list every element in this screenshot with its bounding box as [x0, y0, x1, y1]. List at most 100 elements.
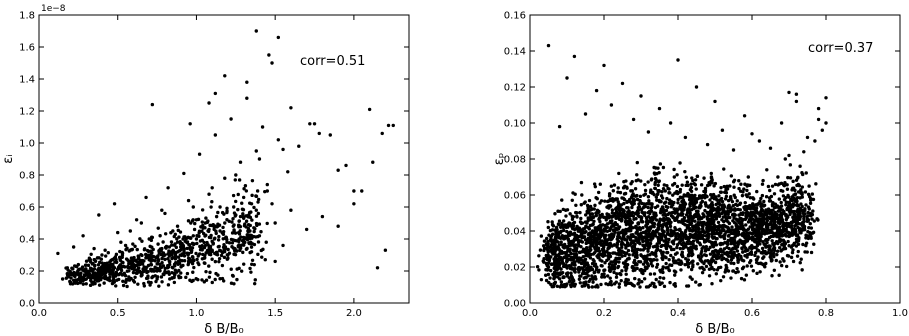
scatter-point [810, 231, 815, 235]
scatter-point [592, 239, 596, 244]
scatter-point [645, 261, 650, 266]
scatter-point [718, 225, 722, 229]
scatter-point [786, 254, 791, 258]
scatter-point [635, 173, 639, 177]
scatter-point [657, 106, 662, 111]
scatter-point [686, 265, 691, 269]
scatter-point [713, 240, 718, 244]
scatter-point [684, 213, 689, 217]
scatter-point [556, 275, 560, 279]
scatter-point [685, 240, 689, 244]
scatter-point [621, 196, 626, 200]
x-tick-label: 1.5 [267, 308, 283, 319]
scatter-point [125, 284, 129, 289]
scatter-point [672, 269, 677, 273]
scatter-point [639, 215, 644, 220]
scatter-point [557, 124, 562, 129]
scatter-point [688, 228, 692, 233]
scatter-point [239, 269, 244, 273]
scatter-point [247, 210, 252, 215]
scatter-point [747, 205, 752, 210]
scatter-point [642, 193, 646, 197]
scatter-point [206, 229, 210, 233]
scatter-point [229, 267, 233, 271]
scatter-point [144, 252, 148, 257]
scatter-point [807, 194, 812, 199]
scatter-point [596, 190, 601, 195]
scatter-point [592, 182, 597, 186]
scatter-point [664, 266, 668, 270]
scatter-point [678, 246, 683, 251]
scatter-point [245, 246, 249, 251]
scatter-point [71, 245, 76, 249]
scatter-point [641, 226, 645, 230]
scatter-point [565, 257, 569, 261]
y-tick-label: 0.14 [504, 47, 526, 58]
scatter-point [187, 242, 191, 247]
scatter-point [583, 238, 588, 242]
scatter-point [225, 206, 229, 211]
scatter-point [74, 278, 79, 283]
scatter-point [793, 192, 798, 196]
scatter-point [232, 248, 237, 253]
y-tick-label: 0.6 [19, 203, 35, 214]
scatter-point [561, 275, 565, 280]
scatter-point [657, 179, 661, 183]
scatter-point [689, 253, 694, 258]
scatter-point [592, 270, 596, 275]
scatter-point [767, 222, 772, 226]
scatter-point [674, 233, 678, 237]
scatter-point [694, 247, 699, 251]
scatter-point [607, 243, 611, 247]
scatter-point [742, 278, 747, 282]
scatter-point [149, 238, 154, 243]
scatter-point [167, 245, 172, 249]
scatter-point [170, 276, 174, 280]
scatter-point [649, 202, 653, 206]
scatter-point [777, 182, 782, 186]
scatter-point [651, 223, 655, 227]
scatter-point [729, 250, 733, 254]
scatter-point [616, 186, 620, 190]
scatter-point [613, 222, 618, 227]
scatter-point [546, 225, 551, 230]
scatter-point [740, 193, 745, 198]
scatter-point [193, 221, 197, 226]
scatter-point [589, 234, 594, 239]
scatter-point [200, 229, 204, 233]
scatter-point [672, 167, 676, 172]
scatter-point [638, 194, 643, 199]
scatter-point [744, 249, 748, 253]
y-tick-label: 0.04 [504, 227, 526, 238]
scatter-point [555, 284, 560, 288]
scatter-point [596, 211, 600, 215]
scatter-point [794, 244, 799, 248]
scatter-point [166, 283, 171, 287]
scatter-point [149, 262, 153, 267]
scatter-point [676, 58, 680, 62]
scatter-point [570, 198, 574, 203]
scatter-point [586, 240, 590, 244]
scatter-point [771, 242, 775, 246]
scatter-point [594, 213, 599, 218]
scatter-point [624, 264, 629, 269]
scatter-point [624, 227, 628, 232]
scatter-point [564, 263, 568, 268]
scatter-point [560, 198, 564, 202]
x-tick-label: 0.5 [110, 308, 126, 319]
scatter-point [564, 234, 568, 239]
scatter-point [234, 173, 238, 177]
scatter-point [767, 199, 772, 203]
scatter-point [782, 198, 787, 202]
scatter-point [744, 223, 748, 227]
scatter-point [584, 249, 588, 253]
scatter-point [587, 198, 592, 203]
scatter-point [684, 175, 688, 179]
scatter-point [554, 267, 558, 272]
scatter-point [770, 258, 774, 262]
scatter-point [257, 157, 262, 161]
scatter-point [237, 178, 242, 182]
scatter-point [64, 266, 68, 270]
scatter-point [542, 246, 547, 250]
scatter-point [56, 251, 60, 256]
